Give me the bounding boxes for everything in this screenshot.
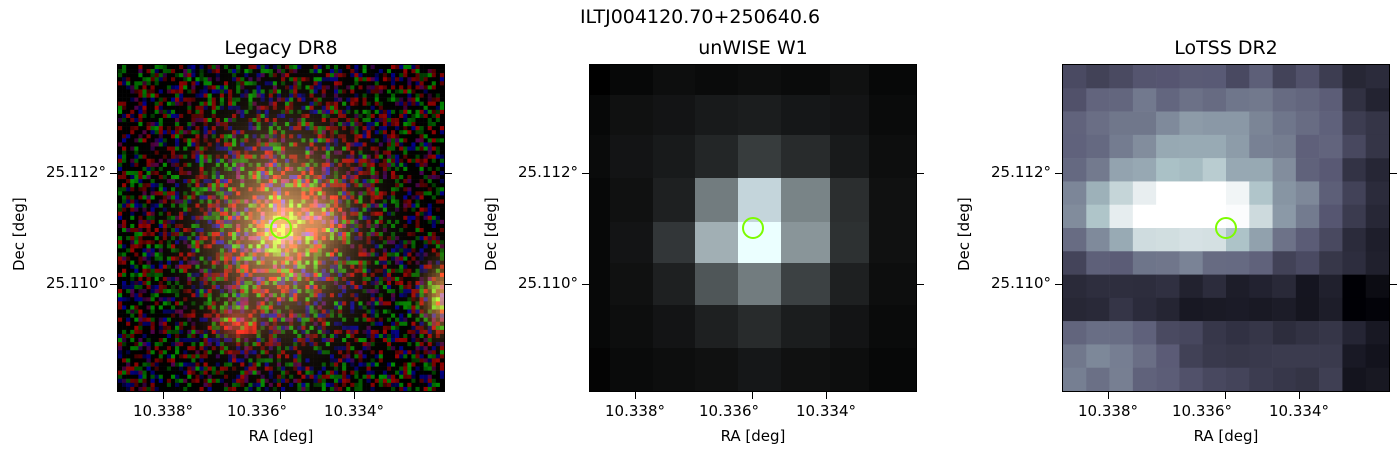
- xtick-label: 10.336°: [1172, 402, 1232, 420]
- xtick-mark: [635, 392, 636, 399]
- source-marker-icon: [742, 217, 764, 239]
- yaxis-label: Dec [deg]: [482, 197, 500, 271]
- ytick-mark: [445, 173, 452, 174]
- xtick-mark: [354, 392, 355, 399]
- xtick-label: 10.338°: [605, 402, 665, 420]
- xtick-label: 10.336°: [227, 402, 287, 420]
- ytick-mark: [110, 284, 117, 285]
- xtick-label: 10.334°: [324, 402, 384, 420]
- ytick-label: 25.110°: [46, 274, 106, 292]
- yaxis-label: Dec [deg]: [10, 197, 28, 271]
- ytick-mark: [582, 284, 589, 285]
- xtick-mark: [163, 392, 164, 399]
- xtick-mark: [1299, 392, 1300, 399]
- figure-title: ILTJ004120.70+250640.6: [579, 6, 821, 28]
- panel-title: unWISE W1: [698, 37, 808, 59]
- image-frame-unwise: [589, 64, 917, 392]
- source-marker-icon: [270, 217, 292, 239]
- ytick-mark: [917, 284, 924, 285]
- image-frame-legacy: [117, 64, 445, 392]
- xtick-mark: [826, 392, 827, 399]
- ytick-mark: [1390, 173, 1397, 174]
- ytick-label: 25.112°: [518, 163, 578, 181]
- ytick-mark: [917, 173, 924, 174]
- unwise-image: [590, 65, 916, 391]
- legacy-image: [118, 65, 444, 391]
- ytick-mark: [445, 284, 452, 285]
- ytick-label: 25.110°: [518, 274, 578, 292]
- xaxis-label: RA [deg]: [720, 427, 786, 445]
- xtick-mark: [1225, 392, 1226, 399]
- xtick-mark: [1108, 392, 1109, 399]
- ytick-mark: [1055, 173, 1062, 174]
- ytick-mark: [110, 173, 117, 174]
- yaxis-label: Dec [deg]: [955, 197, 973, 271]
- xtick-label: 10.338°: [133, 402, 193, 420]
- panel-title: Legacy DR8: [224, 37, 338, 59]
- ytick-mark: [1390, 284, 1397, 285]
- xtick-label: 10.334°: [1269, 402, 1329, 420]
- xtick-mark: [752, 392, 753, 399]
- source-marker-icon: [1215, 217, 1237, 239]
- xtick-mark: [280, 392, 281, 399]
- ytick-label: 25.112°: [46, 163, 106, 181]
- ytick-mark: [1055, 284, 1062, 285]
- xtick-label: 10.336°: [699, 402, 759, 420]
- ytick-label: 25.110°: [991, 274, 1051, 292]
- xtick-label: 10.334°: [796, 402, 856, 420]
- panel-title: LoTSS DR2: [1174, 37, 1278, 59]
- ytick-label: 25.112°: [991, 163, 1051, 181]
- xtick-label: 10.338°: [1078, 402, 1138, 420]
- image-frame-lotss: [1062, 64, 1390, 392]
- xaxis-label: RA [deg]: [1193, 427, 1259, 445]
- ytick-mark: [582, 173, 589, 174]
- lotss-image: [1063, 65, 1389, 391]
- xaxis-label: RA [deg]: [248, 427, 314, 445]
